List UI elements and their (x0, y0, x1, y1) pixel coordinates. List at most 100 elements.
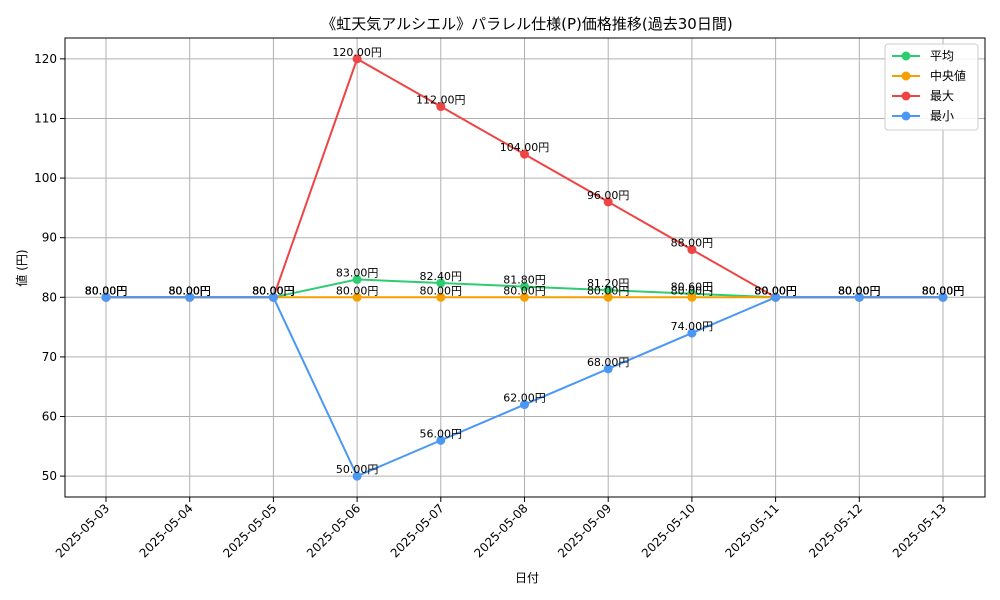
data-label: 80.00円 (754, 284, 797, 297)
data-point (771, 292, 781, 302)
y-tick-label: 120 (34, 52, 57, 66)
data-label: 80.00円 (85, 284, 128, 297)
data-label: 96.00円 (587, 189, 630, 202)
data-label: 68.00円 (587, 356, 630, 369)
y-tick-label: 110 (34, 111, 57, 125)
data-label: 104.00円 (500, 141, 550, 154)
data-point (436, 102, 446, 112)
data-label: 80.00円 (252, 284, 295, 297)
y-tick-label: 70 (42, 350, 57, 364)
legend-swatch-marker (901, 71, 911, 81)
x-tick-label: 2025-05-08 (471, 501, 530, 560)
data-label: 81.80円 (503, 274, 546, 287)
series-group (101, 54, 948, 481)
data-point (603, 364, 613, 374)
data-point (603, 292, 613, 302)
data-label: 80.00円 (754, 284, 797, 297)
data-label: 80.00円 (754, 284, 797, 297)
data-point (352, 292, 362, 302)
y-tick-label: 60 (42, 410, 57, 424)
x-tick-label: 2025-05-07 (388, 501, 447, 560)
legend-box (884, 43, 979, 131)
data-label: 80.00円 (168, 284, 211, 297)
data-label: 83.00円 (336, 266, 379, 279)
data-point (520, 400, 529, 410)
x-axis-label: 日付 (515, 571, 539, 585)
data-point (938, 292, 948, 302)
y-tick-label: 80 (42, 290, 57, 304)
legend-swatch-marker (901, 91, 911, 101)
data-label: 80.00円 (838, 284, 881, 297)
y-tick-label: 50 (42, 469, 57, 483)
data-label: 80.00円 (838, 284, 881, 297)
data-label: 80.00円 (838, 284, 881, 297)
data-label: 80.00円 (671, 284, 714, 297)
data-point (854, 292, 864, 302)
data-point (268, 292, 278, 302)
data-label: 50.00円 (336, 463, 379, 476)
data-point (687, 328, 697, 338)
data-point (520, 149, 529, 159)
data-label: 56.00円 (420, 427, 463, 440)
data-label: 80.00円 (922, 284, 965, 297)
data-label: 74.00円 (671, 320, 714, 333)
data-label: 80.00円 (252, 284, 295, 297)
data-point (101, 292, 111, 302)
data-label: 80.00円 (85, 284, 128, 297)
x-axis: 2025-05-03 2025-05-04 2025-05-05 2025-05-06… (53, 497, 949, 560)
data-label: 81.20円 (587, 277, 630, 290)
data-point (687, 245, 697, 255)
data-point (352, 471, 362, 481)
data-label: 80.00円 (168, 284, 211, 297)
x-tick-label: 2025-05-12 (806, 501, 865, 560)
data-point (603, 285, 613, 295)
legend-label: 中央値 (930, 68, 966, 83)
y-tick-label: 100 (34, 171, 57, 185)
data-label: 80.00円 (587, 284, 630, 297)
data-label: 80.00円 (838, 284, 881, 297)
x-tick-label: 2025-05-10 (639, 501, 698, 560)
data-point (687, 292, 697, 302)
data-label: 80.00円 (420, 284, 463, 297)
legend-label: 最小 (930, 109, 954, 123)
data-point (436, 435, 446, 445)
x-tick-label: 2025-05-13 (890, 501, 949, 560)
data-label: 80.00円 (252, 284, 295, 297)
data-label: 80.00円 (252, 284, 295, 297)
data-label: 112.00円 (416, 94, 466, 107)
data-point (352, 274, 362, 284)
x-tick-label: 2025-05-11 (723, 501, 782, 560)
data-label: 80.00円 (168, 284, 211, 297)
data-label: 82.40円 (420, 270, 463, 283)
legend-swatch-marker (901, 51, 911, 61)
data-label: 80.00円 (922, 284, 965, 297)
y-tick-label: 90 (42, 231, 57, 245)
data-label: 80.00円 (922, 284, 965, 297)
chart-title: 《虹天気アルシエル》パラレル仕様(P)価格推移(過去30日間) (321, 15, 732, 33)
grid (65, 38, 985, 497)
y-axis-label: 値 (円) (14, 249, 29, 286)
data-label: 80.00円 (85, 284, 128, 297)
data-label: 88.00円 (671, 237, 714, 250)
data-label: 120.00円 (332, 46, 382, 59)
legend-label: 最大 (930, 89, 954, 103)
data-point (436, 292, 446, 302)
data-label: 80.00円 (85, 284, 128, 297)
x-tick-label: 2025-05-03 (53, 501, 112, 560)
data-labels: 80.00円 80.00円 80.00円 83.00円 82.40円 81.80円 81.2… (85, 46, 965, 476)
x-tick-label: 2025-05-05 (220, 501, 279, 560)
data-point (520, 282, 529, 292)
x-tick-label: 2025-05-09 (555, 501, 614, 560)
legend-swatch-marker (901, 111, 911, 121)
data-point (185, 292, 195, 302)
data-label: 80.60円 (671, 281, 714, 294)
data-label: 80.00円 (754, 284, 797, 297)
x-tick-label: 2025-05-06 (304, 501, 363, 560)
y-axis: 50 60 70 80 90 100 110 120 (34, 52, 65, 483)
data-point (436, 278, 446, 288)
data-label: 80.00円 (922, 284, 965, 297)
x-tick-label: 2025-05-04 (137, 501, 196, 560)
data-point (352, 54, 362, 64)
